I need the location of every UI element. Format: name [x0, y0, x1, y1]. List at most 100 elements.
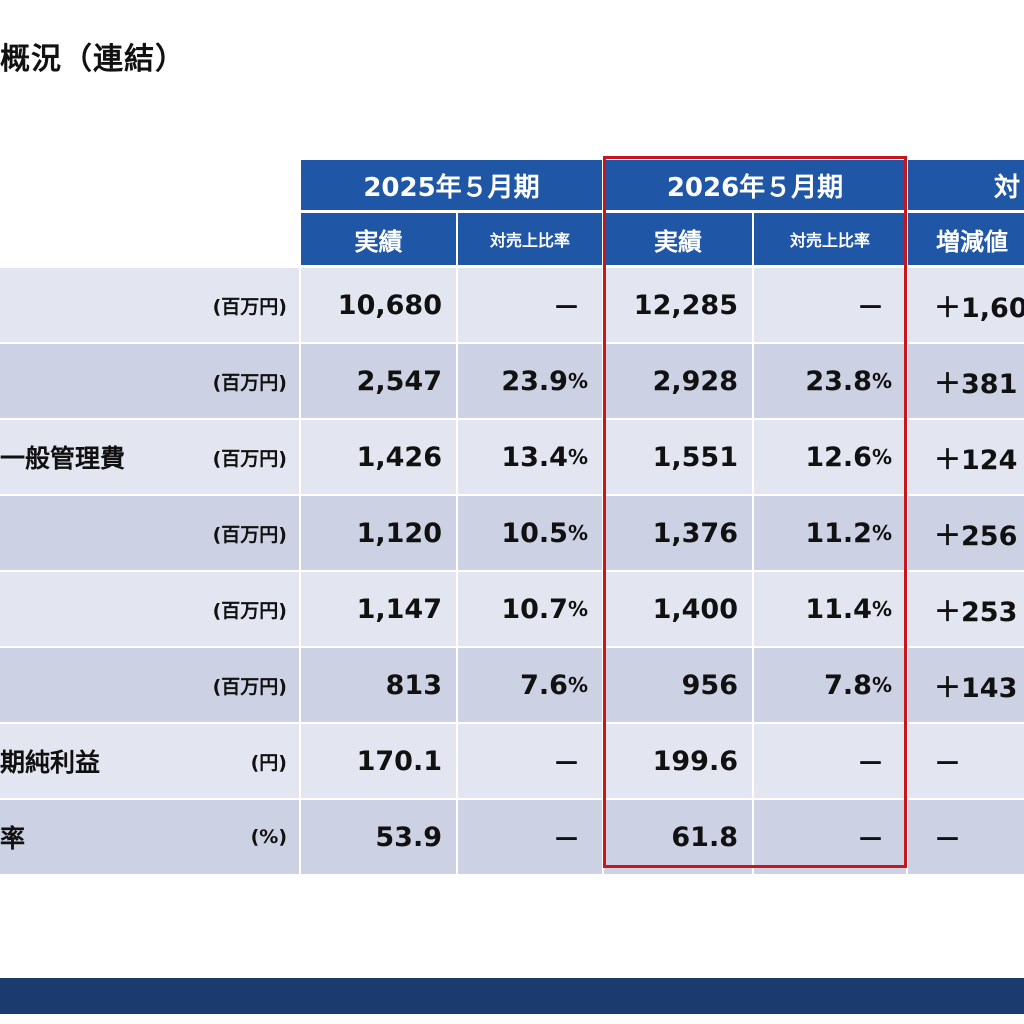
- percent-sign: %: [567, 673, 588, 697]
- row-6-label: [0, 648, 185, 722]
- row-7-unit: (円): [185, 724, 299, 798]
- row-1-r2026: －: [754, 268, 906, 342]
- row-4-v2026-text: 1,376: [652, 517, 738, 549]
- row-6-v2026: 956: [604, 648, 752, 722]
- percent-sign: %: [567, 445, 588, 469]
- row-1-unit-text: (百万円): [212, 295, 287, 318]
- row-4-v2025-text: 1,120: [356, 517, 442, 549]
- row-7-v2025: 170.1: [301, 724, 456, 798]
- row-7-v2025-text: 170.1: [356, 745, 442, 777]
- row-7-diff: －: [908, 724, 1024, 798]
- header-actual-2026: 実績: [604, 213, 752, 265]
- row-7-v2026: 199.6: [604, 724, 752, 798]
- row-5-v2025: 1,147: [301, 572, 456, 646]
- row-4-diff: ＋256: [908, 496, 1024, 570]
- row-1-v2025: 10,680: [301, 268, 456, 342]
- row-3-unit-text: (百万円): [212, 447, 287, 470]
- row-7-r2026: －: [754, 724, 906, 798]
- row-6-v2025: 813: [301, 648, 456, 722]
- row-1-r2026-text: －: [857, 292, 884, 324]
- row-2-v2026: 2,928: [604, 344, 752, 418]
- row-7-r2025-text: －: [553, 748, 580, 780]
- row-8-r2025-text: －: [553, 824, 580, 856]
- row-4-v2026: 1,376: [604, 496, 752, 570]
- row-5-r2026-text: 11.4: [805, 593, 872, 625]
- row-6-r2026: 7.8%: [754, 648, 906, 722]
- row-3-r2026: 12.6%: [754, 420, 906, 494]
- row-6-unit-text: (百万円): [212, 675, 287, 698]
- row-2-unit-text: (百万円): [212, 371, 287, 394]
- row-1-diff: ＋1,605: [908, 268, 1024, 342]
- row-1-v2026: 12,285: [604, 268, 752, 342]
- percent-sign: %: [871, 369, 892, 393]
- row-7-label-text: 期純利益: [0, 748, 101, 777]
- percent-sign: %: [567, 521, 588, 545]
- header-diff-label: 増減値: [936, 227, 1008, 256]
- row-6-unit: (百万円): [185, 648, 299, 722]
- row-8-label: 率: [0, 800, 185, 874]
- header-diff: 増減値: [908, 213, 1024, 265]
- row-1-unit: (百万円): [185, 268, 299, 342]
- row-3-v2026-text: 1,551: [652, 441, 738, 473]
- row-2-diff: ＋381: [908, 344, 1024, 418]
- row-4-r2025: 10.5%: [458, 496, 602, 570]
- row-8-diff-text: －: [934, 824, 961, 856]
- row-4-r2026: 11.2%: [754, 496, 906, 570]
- row-3-v2025-text: 1,426: [356, 441, 442, 473]
- row-2-r2026-text: 23.8: [805, 365, 872, 397]
- row-8-unit: (%): [185, 800, 299, 874]
- header-comparison: 対: [908, 160, 1024, 210]
- row-1-diff-text: ＋1,605: [934, 292, 1024, 324]
- row-4-r2025-text: 10.5: [501, 517, 568, 549]
- row-6-v2025-text: 813: [385, 669, 442, 701]
- row-2-unit: (百万円): [185, 344, 299, 418]
- percent-sign: %: [567, 597, 588, 621]
- row-8-unit-text: (%): [250, 826, 287, 848]
- row-8-v2026-text: 61.8: [671, 821, 738, 853]
- row-3-diff: ＋124: [908, 420, 1024, 494]
- row-2-v2025: 2,547: [301, 344, 456, 418]
- percent-sign: %: [871, 445, 892, 469]
- row-6-diff-text: ＋143: [934, 672, 1018, 704]
- percent-sign: %: [871, 673, 892, 697]
- row-4-unit-text: (百万円): [212, 523, 287, 546]
- row-4-r2026-text: 11.2: [805, 517, 872, 549]
- footer-bar: [0, 978, 1024, 1014]
- row-7-label: 期純利益: [0, 724, 185, 798]
- row-3-diff-text: ＋124: [934, 444, 1018, 476]
- row-5-v2025-text: 1,147: [356, 593, 442, 625]
- row-7-r2025: －: [458, 724, 602, 798]
- header-comparison-label: 対: [994, 172, 1021, 203]
- row-3-unit: (百万円): [185, 420, 299, 494]
- row-2-v2025-text: 2,547: [356, 365, 442, 397]
- row-4-label: [0, 496, 185, 570]
- row-2-diff-text: ＋381: [934, 368, 1018, 400]
- row-2-r2025: 23.9%: [458, 344, 602, 418]
- row-6-r2026-text: 7.8: [824, 669, 872, 701]
- row-3-label-text: 一般管理費: [0, 444, 126, 473]
- row-5-unit-text: (百万円): [212, 599, 287, 622]
- row-6-diff: ＋143: [908, 648, 1024, 722]
- row-5-v2026-text: 1,400: [652, 593, 738, 625]
- row-8-v2025: 53.9: [301, 800, 456, 874]
- row-8-label-text: 率: [0, 824, 26, 853]
- row-6-r2025-text: 7.6: [520, 669, 568, 701]
- row-4-unit: (百万円): [185, 496, 299, 570]
- row-8-diff: －: [908, 800, 1024, 874]
- row-8-r2026: －: [754, 800, 906, 874]
- row-2-label: [0, 344, 185, 418]
- percent-sign: %: [567, 369, 588, 393]
- row-7-unit-text: (円): [250, 751, 287, 774]
- row-3-label: 一般管理費: [0, 420, 185, 494]
- row-1-r2025-text: －: [553, 292, 580, 324]
- row-4-v2025: 1,120: [301, 496, 456, 570]
- percent-sign: %: [871, 521, 892, 545]
- row-2-r2026: 23.8%: [754, 344, 906, 418]
- row-5-diff-text: ＋253: [934, 596, 1018, 628]
- row-6-v2026-text: 956: [681, 669, 738, 701]
- row-8-r2025: －: [458, 800, 602, 874]
- row-3-r2025-text: 13.4: [501, 441, 568, 473]
- row-6-r2025: 7.6%: [458, 648, 602, 722]
- row-8-v2025-text: 53.9: [375, 821, 442, 853]
